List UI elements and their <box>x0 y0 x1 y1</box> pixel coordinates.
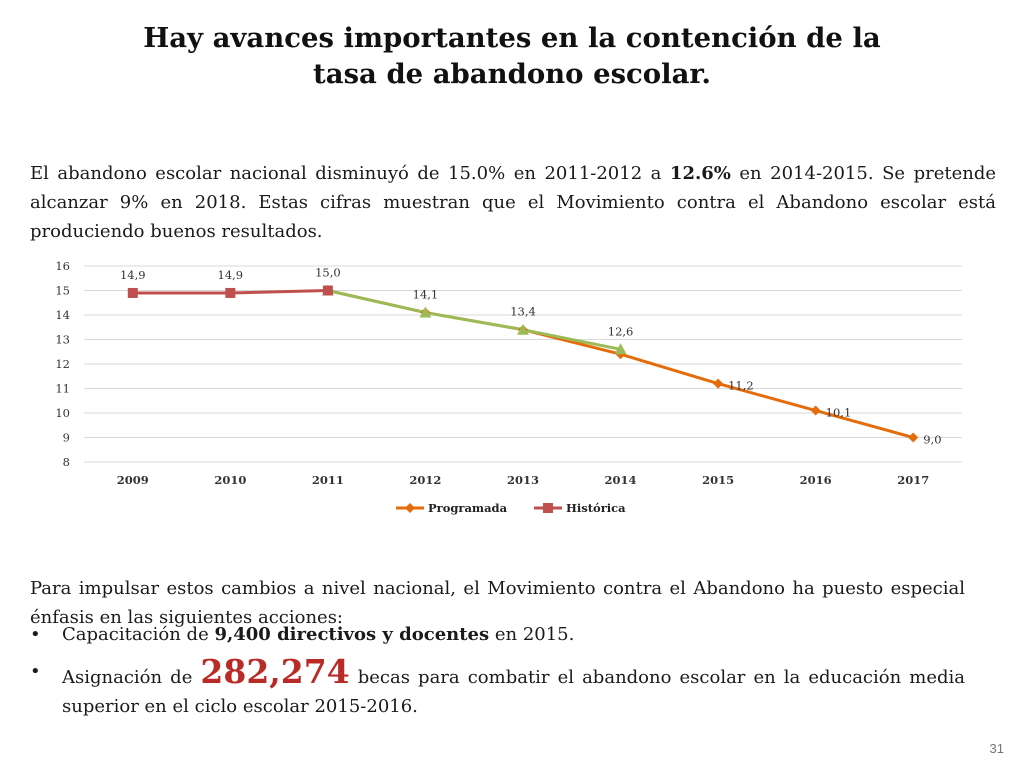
data-label: 13,4 <box>510 305 536 319</box>
y-tick-label: 8 <box>63 455 70 469</box>
actions-list: • Capacitación de 9,400 directivos y doce… <box>30 620 965 721</box>
y-tick-label: 15 <box>55 284 70 298</box>
legend-marker <box>405 503 415 513</box>
intro-text-a: El abandono escolar nacional disminuyó d… <box>30 163 670 184</box>
axis-labels: 8 9 10 11 12 13 14 15 16 2009 2010 2011 2012 2013 2014… <box>55 259 929 487</box>
intro-text-c: en 2014-2015. Se pretende alcanzar 9% en… <box>30 163 996 242</box>
series-line-seguimiento <box>327 289 621 351</box>
slide-number: 31 <box>989 741 1004 756</box>
x-tick-label: 2015 <box>702 473 734 487</box>
data-label: 10,1 <box>826 406 852 420</box>
training-text-a: Capacitación de <box>62 624 215 645</box>
actions-paragraph: Para impulsar estos cambios a nivel naci… <box>30 578 965 628</box>
scholarship-text-a: Asignación de <box>62 667 201 688</box>
intro-highlight: 12.6% <box>669 163 731 184</box>
bullet-marker: • <box>30 624 41 645</box>
training-text-c: en 2015. <box>489 624 575 645</box>
slide-title: Hay avances importantes en la contención… <box>0 20 1024 92</box>
dropout-rate-chart: 8 9 10 11 12 13 14 15 16 2009 2010 2011 2012 2013 2014… <box>55 259 962 515</box>
y-tick-label: 10 <box>55 406 70 420</box>
data-label: 15,0 <box>315 266 341 280</box>
x-tick-label: 2014 <box>605 473 637 487</box>
x-tick-label: 2017 <box>897 473 929 487</box>
data-label: 14,9 <box>120 268 146 282</box>
data-point-marker <box>127 287 138 298</box>
data-point-marker <box>908 432 919 443</box>
gridlines <box>84 265 962 463</box>
bullet-marker: • <box>30 661 41 682</box>
data-point-marker <box>713 378 724 389</box>
x-tick-label: 2011 <box>312 473 344 487</box>
data-label: 11,2 <box>728 379 754 393</box>
y-tick-label: 11 <box>55 382 70 396</box>
action-item-scholarships: • Asignación de 282,274 becas para combat… <box>30 655 965 721</box>
data-label: 9,0 <box>923 433 941 447</box>
data-point-marker <box>419 306 432 318</box>
data-point-marker <box>225 287 236 298</box>
data-point-marker <box>322 285 333 296</box>
training-highlight: 9,400 directivos y docentes <box>214 624 490 645</box>
legend-label: Histórica <box>566 501 626 515</box>
y-tick-label: 16 <box>55 259 70 273</box>
x-tick-label: 2013 <box>507 473 539 487</box>
data-label: 14,9 <box>218 268 244 282</box>
intro-paragraph: El abandono escolar nacional disminuyó d… <box>30 159 996 246</box>
scholarship-text-c: becas para combatir el abandono escolar … <box>62 667 965 717</box>
title-line-2: tasa de abandono escolar. <box>313 58 711 90</box>
action-item-training: • Capacitación de 9,400 directivos y doce… <box>30 620 965 649</box>
data-point-marker <box>517 323 529 335</box>
x-tick-label: 2010 <box>214 473 246 487</box>
y-tick-label: 14 <box>55 308 70 322</box>
data-point-marker <box>614 343 627 355</box>
x-tick-label: 2009 <box>117 473 149 487</box>
data-point-marker <box>810 405 821 416</box>
scholarship-count: 282,274 <box>200 652 350 691</box>
y-tick-label: 9 <box>63 431 70 445</box>
legend-label: Programada <box>428 501 508 515</box>
chart-legend: Programada Histórica <box>396 501 626 515</box>
title-line-1: Hay avances importantes en la contención… <box>143 22 881 54</box>
data-labels: 11,2 10,1 9,0 14,9 14,9 15,0 14,1 13,4 12,6 <box>120 266 942 447</box>
legend-marker <box>543 503 553 513</box>
x-tick-label: 2012 <box>409 473 441 487</box>
data-label: 14,1 <box>413 288 439 302</box>
y-tick-label: 13 <box>55 333 70 347</box>
data-label: 12,6 <box>608 324 634 338</box>
series-markers <box>127 284 919 443</box>
x-tick-label: 2016 <box>800 473 832 487</box>
y-tick-label: 12 <box>55 357 70 371</box>
